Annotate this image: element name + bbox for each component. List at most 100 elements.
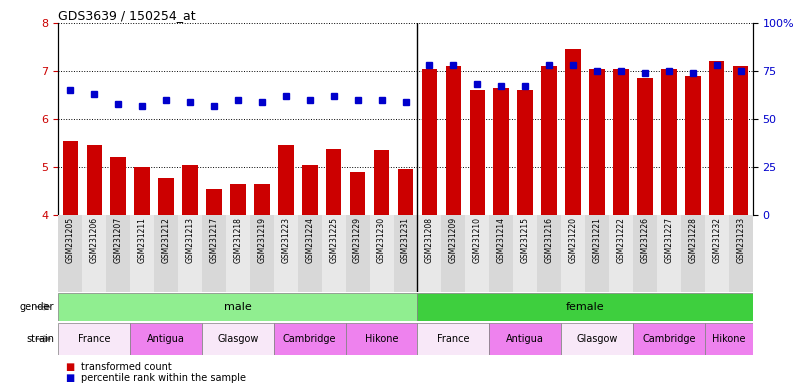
Text: female: female	[566, 302, 604, 312]
Text: GSM231232: GSM231232	[712, 217, 721, 263]
Text: Hikone: Hikone	[365, 334, 398, 344]
Text: Hikone: Hikone	[712, 334, 745, 344]
Bar	[58, 215, 83, 292]
Text: GSM231222: GSM231222	[616, 217, 625, 263]
Bar	[728, 215, 753, 292]
Bar	[345, 215, 370, 292]
Bar	[466, 215, 489, 292]
Text: Glasgow: Glasgow	[577, 334, 618, 344]
Text: GSM231229: GSM231229	[353, 217, 363, 263]
Text: strain: strain	[26, 334, 54, 344]
Text: GSM231230: GSM231230	[377, 217, 386, 263]
Bar	[657, 215, 680, 292]
Bar	[202, 215, 226, 292]
Bar	[131, 215, 154, 292]
Bar	[493, 88, 509, 215]
Bar	[705, 215, 728, 292]
Bar	[422, 69, 437, 215]
Bar	[322, 215, 345, 292]
Text: ■: ■	[65, 373, 74, 383]
Bar	[633, 215, 657, 292]
Bar	[680, 215, 705, 292]
Text: GSM231215: GSM231215	[521, 217, 530, 263]
Bar	[110, 157, 126, 215]
Bar	[58, 293, 418, 321]
Text: GSM231213: GSM231213	[186, 217, 195, 263]
Text: GSM231220: GSM231220	[569, 217, 577, 263]
Bar	[637, 78, 653, 215]
Bar	[397, 169, 414, 215]
Bar	[685, 76, 701, 215]
Text: GSM231228: GSM231228	[689, 217, 697, 263]
Text: ■: ■	[65, 362, 74, 372]
Text: France: France	[437, 334, 470, 344]
Text: GSM231231: GSM231231	[401, 217, 410, 263]
Text: GSM231233: GSM231233	[736, 217, 745, 263]
Text: GSM231214: GSM231214	[497, 217, 506, 263]
Bar	[489, 215, 513, 292]
Text: GSM231219: GSM231219	[257, 217, 266, 263]
Text: GSM231208: GSM231208	[425, 217, 434, 263]
Bar	[561, 323, 633, 355]
Bar	[158, 177, 174, 215]
Text: transformed count: transformed count	[81, 362, 172, 372]
Text: GSM231217: GSM231217	[209, 217, 218, 263]
Text: GSM231218: GSM231218	[234, 217, 242, 263]
Bar	[418, 323, 489, 355]
Text: gender: gender	[19, 302, 54, 312]
Text: Antigua: Antigua	[147, 334, 185, 344]
Bar	[370, 215, 393, 292]
Bar	[87, 146, 102, 215]
Text: GSM231210: GSM231210	[473, 217, 482, 263]
Text: GSM231205: GSM231205	[66, 217, 75, 263]
Bar	[565, 50, 581, 215]
Bar	[733, 66, 749, 215]
Bar	[609, 215, 633, 292]
Bar	[62, 141, 78, 215]
Bar	[226, 215, 250, 292]
Bar	[178, 215, 202, 292]
Text: Glasgow: Glasgow	[217, 334, 259, 344]
Text: GSM231206: GSM231206	[90, 217, 99, 263]
Bar	[613, 69, 629, 215]
Bar	[131, 323, 202, 355]
Bar	[298, 215, 322, 292]
Bar	[489, 323, 561, 355]
Text: GSM231221: GSM231221	[593, 217, 602, 263]
Text: male: male	[224, 302, 251, 312]
Bar	[302, 165, 318, 215]
Bar	[202, 323, 274, 355]
Bar	[441, 215, 466, 292]
Text: France: France	[78, 334, 110, 344]
Bar	[182, 165, 198, 215]
Bar	[154, 215, 178, 292]
Text: GSM231223: GSM231223	[281, 217, 290, 263]
Bar	[83, 215, 106, 292]
Bar	[135, 167, 150, 215]
Bar	[470, 90, 485, 215]
Bar	[374, 150, 389, 215]
Bar	[206, 189, 221, 215]
Bar	[393, 215, 418, 292]
Bar	[230, 184, 246, 215]
Text: GSM231227: GSM231227	[664, 217, 673, 263]
Bar	[445, 66, 461, 215]
Text: Antigua: Antigua	[506, 334, 544, 344]
Bar	[537, 215, 561, 292]
Bar	[350, 172, 366, 215]
Bar	[58, 323, 131, 355]
Bar	[633, 323, 705, 355]
Bar	[278, 146, 294, 215]
Text: GSM231216: GSM231216	[545, 217, 554, 263]
Text: GSM231211: GSM231211	[138, 217, 147, 263]
Bar	[517, 90, 533, 215]
Text: GSM231212: GSM231212	[161, 217, 170, 263]
Bar	[709, 61, 724, 215]
Bar	[705, 323, 753, 355]
Bar	[250, 215, 274, 292]
Bar	[345, 323, 418, 355]
Text: GSM231224: GSM231224	[305, 217, 314, 263]
Bar	[661, 69, 676, 215]
Bar	[274, 215, 298, 292]
Text: Cambridge: Cambridge	[283, 334, 337, 344]
